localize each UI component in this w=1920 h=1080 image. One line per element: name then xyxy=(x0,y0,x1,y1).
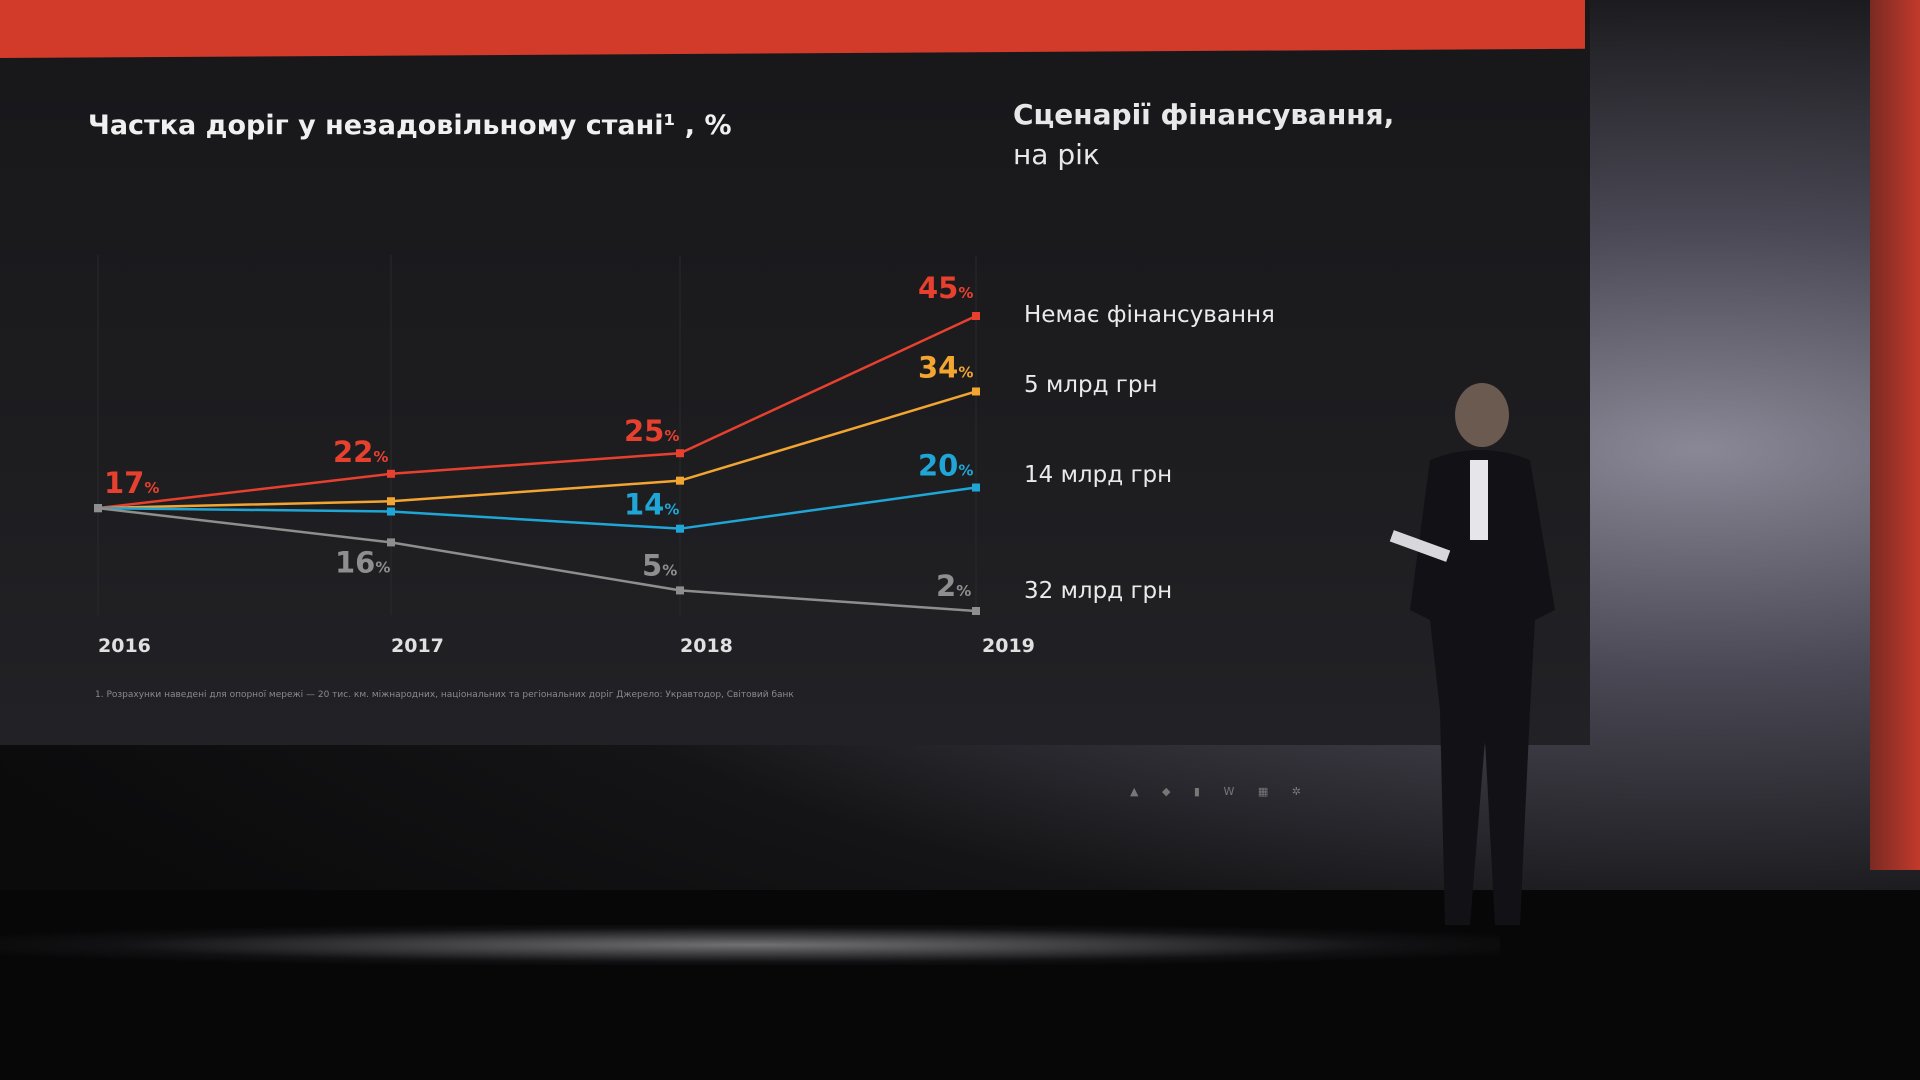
data-point xyxy=(676,476,684,485)
presentation-screen xyxy=(0,0,1590,745)
data-point xyxy=(387,497,395,506)
footnote: 1. Розрахунки наведені для опорної мереж… xyxy=(95,690,794,700)
series-line xyxy=(97,314,977,510)
scenarios-title: Сценарії фінансування, xyxy=(1013,98,1395,131)
data-label: 5% xyxy=(642,548,677,582)
data-label: 17% xyxy=(104,466,159,500)
data-point xyxy=(676,586,684,595)
data-label: 14% xyxy=(624,488,679,522)
floor-light-beam xyxy=(0,925,1500,965)
chart-title: Частка доріг у незадовільному стані¹ , % xyxy=(88,110,732,141)
data-label: 34% xyxy=(918,350,973,384)
data-point xyxy=(972,312,980,321)
series-line xyxy=(97,390,977,510)
data-label: 2% xyxy=(936,569,971,603)
scenario-label-32bn: 32 млрд грн xyxy=(1024,578,1173,604)
data-label: 20% xyxy=(918,449,973,483)
x-tick-label: 2017 xyxy=(391,635,444,657)
x-tick-label: 2018 xyxy=(680,635,733,657)
data-point xyxy=(387,469,395,478)
scenarios-subtitle: на рік xyxy=(1013,138,1100,171)
slide-header-band xyxy=(0,0,1585,58)
sponsor-logos: ▲ ◆ ▮ W ▦ ✲ xyxy=(1130,785,1311,798)
data-point xyxy=(972,607,980,615)
x-tick-label: 2016 xyxy=(98,635,151,657)
data-label: 45% xyxy=(918,271,973,305)
data-point xyxy=(972,387,980,396)
stage-floor xyxy=(0,890,1920,1080)
data-point xyxy=(387,538,395,547)
data-point xyxy=(676,524,684,533)
data-label: 25% xyxy=(624,414,679,448)
data-label: 16% xyxy=(335,545,390,579)
scenario-label-14bn: 14 млрд грн xyxy=(1024,462,1173,488)
scenario-label-no-funding: Немає фінансування xyxy=(1024,302,1275,328)
stage-side-curtain xyxy=(1870,0,1920,870)
data-point xyxy=(94,504,102,513)
data-label: 22% xyxy=(333,435,388,469)
data-point xyxy=(676,449,684,458)
presenter-silhouette xyxy=(1389,383,1555,925)
series-line xyxy=(97,486,977,530)
scenario-label-5bn: 5 млрд грн xyxy=(1024,372,1158,398)
x-tick-label: 2019 xyxy=(982,635,1035,657)
series-line xyxy=(97,506,977,613)
data-point xyxy=(972,483,980,492)
data-point xyxy=(387,507,395,516)
